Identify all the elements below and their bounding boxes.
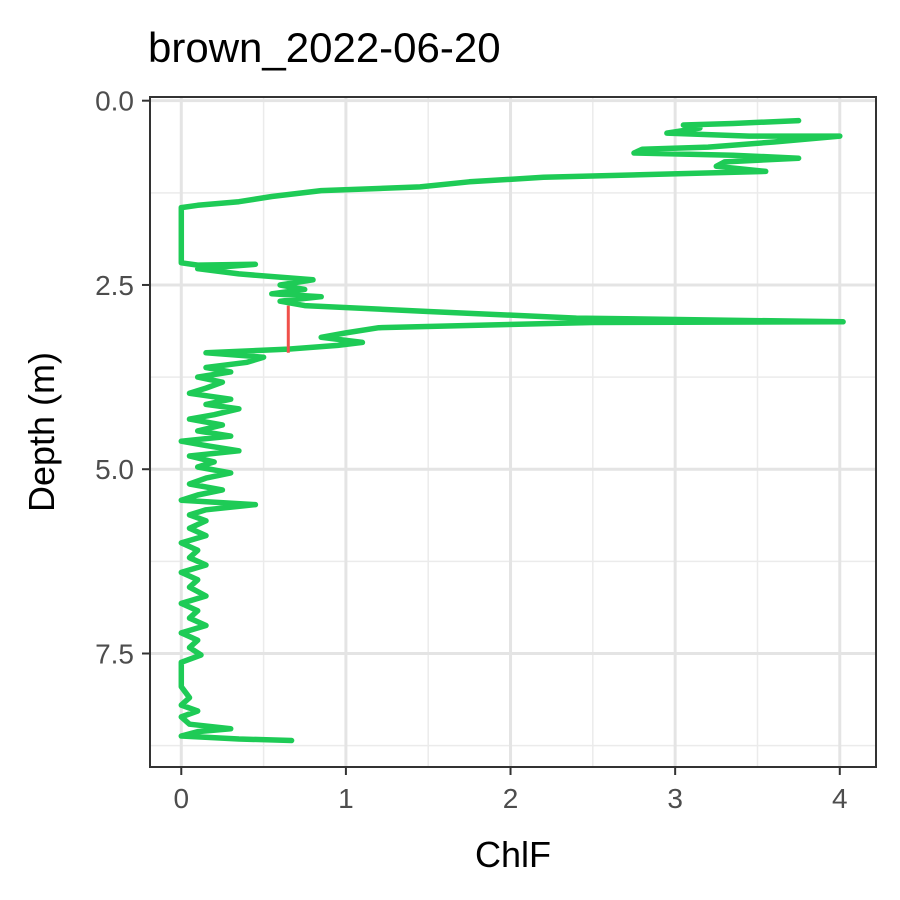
y-axis-ticks: 0.0 2.5 5.0 7.5 [95, 86, 150, 669]
chart-title: brown_2022-06-20 [148, 24, 501, 71]
x-tick-label: 2 [503, 783, 519, 814]
x-axis-ticks: 0 1 2 3 4 [173, 767, 848, 814]
x-tick-label: 3 [667, 783, 683, 814]
x-axis-label: ChlF [475, 834, 551, 875]
x-tick-label: 0 [173, 783, 189, 814]
x-tick-label: 1 [338, 783, 354, 814]
minor-gridlines [150, 97, 876, 767]
series-line-0 [178, 117, 846, 744]
y-tick-label: 0.0 [95, 86, 134, 117]
y-tick-label: 7.5 [95, 638, 134, 669]
y-tick-label: 2.5 [95, 270, 134, 301]
plot-panel [150, 97, 876, 767]
x-tick-label: 4 [832, 783, 848, 814]
data-marks [178, 117, 846, 744]
plot-border [149, 96, 877, 768]
y-axis-label: Depth (m) [21, 352, 62, 512]
y-tick-label: 5.0 [95, 454, 134, 485]
